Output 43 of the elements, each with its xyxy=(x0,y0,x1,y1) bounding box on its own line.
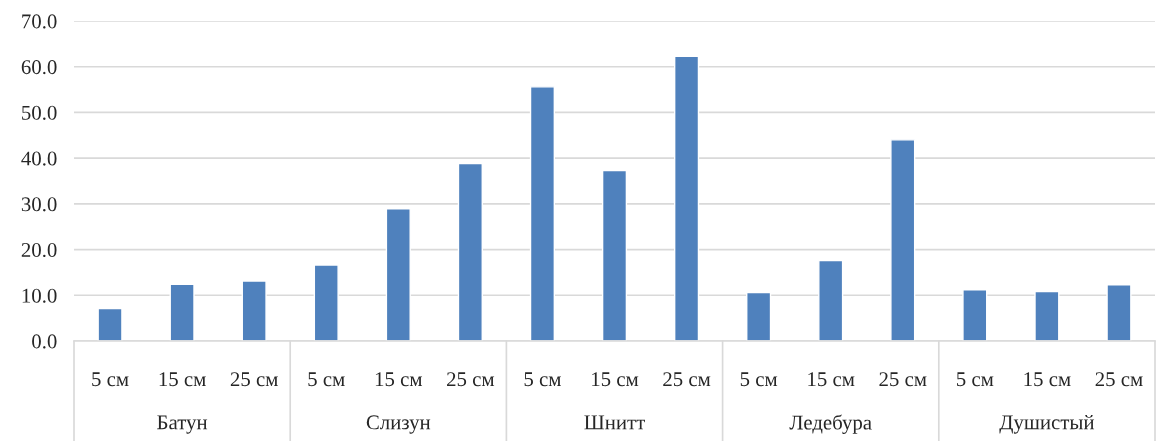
bar xyxy=(457,162,483,341)
x-tick-label: 5 см xyxy=(957,372,994,387)
x-tick-label: 25 см xyxy=(1095,372,1143,387)
bar xyxy=(601,169,628,341)
y-tick-label: 30.0 xyxy=(21,197,57,212)
x-tick-label: 5 см xyxy=(308,372,345,387)
bar xyxy=(385,208,411,341)
bar xyxy=(169,283,195,341)
bar xyxy=(529,86,556,341)
text: Слизун xyxy=(366,415,431,434)
bar xyxy=(746,291,772,341)
x-tick-label: 15 см xyxy=(159,372,206,387)
bar xyxy=(818,259,844,341)
text: Шнитт xyxy=(584,415,645,430)
bar xyxy=(313,264,339,341)
x-tick-label: 15 см xyxy=(808,372,855,387)
bar xyxy=(97,307,123,341)
y-tick-label: 70.0 xyxy=(22,14,57,29)
x-tick-label: 25 см xyxy=(230,372,278,387)
y-tick-label: 20.0 xyxy=(21,242,57,258)
bar xyxy=(962,289,988,341)
y-tick-label: 60.0 xyxy=(21,60,57,75)
bar xyxy=(1106,284,1132,341)
bar xyxy=(890,139,916,341)
x-tick-label: 25 см xyxy=(447,372,495,387)
x-tick-label: 25 см xyxy=(879,372,927,387)
x-tick-label: 5 см xyxy=(740,372,778,387)
text: Батун xyxy=(157,415,208,434)
bar xyxy=(241,280,267,341)
bar xyxy=(1034,290,1060,341)
y-tick-label: 40.0 xyxy=(21,151,57,166)
x-tick-label: 25 см xyxy=(663,372,711,387)
x-tick-label: 15 см xyxy=(592,372,639,387)
x-tick-label: 15 см xyxy=(1024,372,1071,387)
x-tick-label: 15 см xyxy=(375,372,423,387)
bar xyxy=(673,55,700,341)
y-tick-label: 10.0 xyxy=(22,288,57,303)
y-tick-label: 0.0 xyxy=(32,334,57,349)
x-tick-label: 5 см xyxy=(524,372,561,387)
y-tick-label: 50.0 xyxy=(22,105,57,120)
text: Душистый xyxy=(999,414,1095,434)
x-tick-label: 5 см xyxy=(92,372,129,387)
text: Ледебура xyxy=(789,414,872,434)
